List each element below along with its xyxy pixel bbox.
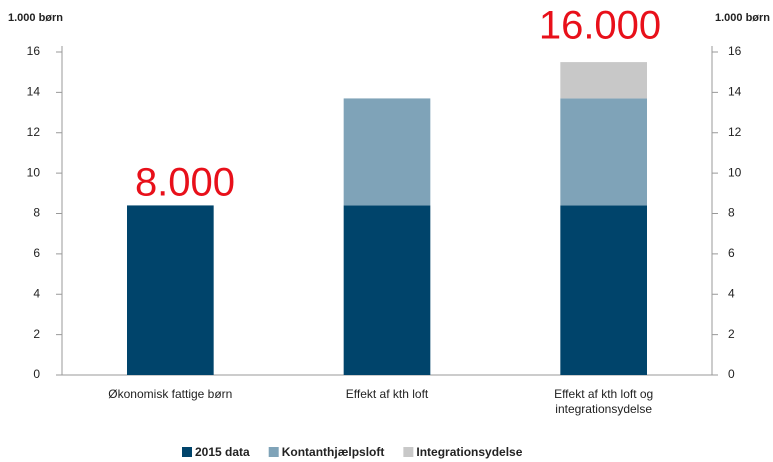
y-tick-label: 10 bbox=[27, 165, 41, 179]
y2-tick-label: 6 bbox=[728, 246, 735, 260]
x-tick-label: Økonomisk fattige børn bbox=[108, 387, 233, 401]
y2-tick-label: 4 bbox=[728, 286, 735, 300]
y2-tick-label: 16 bbox=[728, 44, 742, 58]
y2-tick-label: 12 bbox=[728, 125, 742, 139]
bar-segment bbox=[343, 98, 431, 206]
annotation: 8.000 bbox=[135, 161, 235, 205]
legend-swatch bbox=[268, 447, 279, 457]
y2-tick-label: 10 bbox=[728, 165, 742, 179]
y-tick-label: 6 bbox=[33, 246, 40, 260]
y2-tick-label: 0 bbox=[728, 367, 735, 381]
y2-tick-label: 2 bbox=[728, 327, 735, 341]
y-tick-label: 8 bbox=[33, 206, 40, 220]
x-tick-label: Effekt af kth loft bbox=[345, 387, 429, 401]
y2-axis-label: 1.000 børn bbox=[715, 12, 770, 24]
bar-segment bbox=[560, 62, 647, 99]
legend-swatch bbox=[182, 447, 192, 457]
y-tick-label: 16 bbox=[27, 44, 41, 58]
legend-label: Kontanthjælpsloft bbox=[282, 445, 385, 459]
x-tick-label: Effekt af kth loft og integrationsydelse bbox=[554, 387, 654, 416]
legend-label: Integrationsydelse bbox=[416, 445, 522, 459]
legend-swatch bbox=[403, 447, 414, 457]
bar-segment bbox=[127, 205, 214, 375]
bar-segment bbox=[560, 98, 647, 206]
bar-segment bbox=[343, 205, 431, 375]
y-axis-label: 1.000 børn bbox=[8, 12, 63, 24]
y-tick-label: 12 bbox=[27, 125, 41, 139]
y2-tick-label: 8 bbox=[728, 206, 735, 220]
annotation: 16.000 bbox=[539, 4, 661, 48]
y-tick-label: 14 bbox=[27, 85, 41, 99]
bar-segment bbox=[560, 205, 647, 375]
y-tick-label: 2 bbox=[33, 327, 40, 341]
legend-label: 2015 data bbox=[195, 445, 250, 459]
y-tick-label: 0 bbox=[33, 367, 40, 381]
y2-tick-label: 14 bbox=[728, 85, 742, 99]
y-tick-label: 4 bbox=[33, 286, 40, 300]
